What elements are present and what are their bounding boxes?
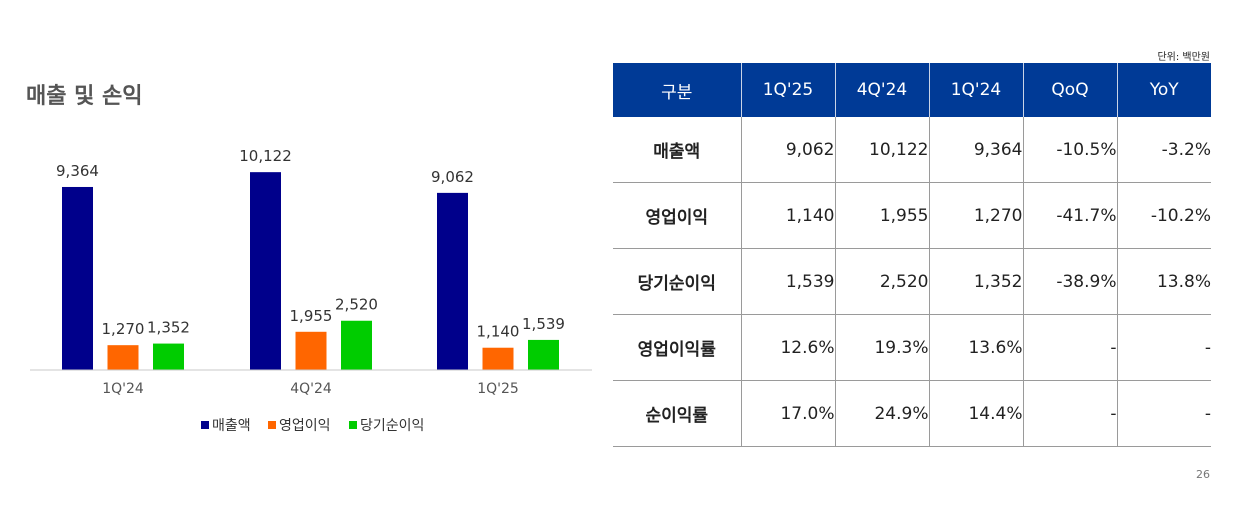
table-cell: -10.2% [1117, 182, 1211, 249]
table-cell: 13.8% [1117, 248, 1211, 315]
financial-summary-table: 구분 1Q'25 4Q'24 1Q'24 QoQ YoY 매출액 9,062 1… [613, 63, 1211, 447]
legend-label: 당기순이익 [360, 418, 424, 434]
bar [295, 331, 327, 370]
table-cell: 1,955 [835, 182, 930, 249]
table-header-cell: 1Q'24 [929, 63, 1024, 117]
table-cell: -38.9% [1023, 248, 1118, 315]
table-cell: 19.3% [835, 314, 930, 381]
row-label: 순이익률 [613, 380, 742, 447]
table-cell: - [1117, 314, 1211, 381]
table-cell: 17.0% [741, 380, 836, 447]
table-cell: -10.5% [1023, 117, 1118, 183]
bar [437, 192, 468, 370]
x-tick-label: 1Q'24 [102, 381, 144, 397]
table-header-cell: YoY [1117, 63, 1211, 117]
table-cell: 2,520 [835, 248, 930, 315]
data-label: 9,364 [56, 162, 99, 180]
row-label: 영업이익률 [613, 314, 742, 381]
unit-label: 단위: 백만원 [1157, 52, 1210, 63]
table-row: 당기순이익 1,539 2,520 1,352 -38.9% 13.8% [613, 248, 1211, 315]
table-header-cell: 4Q'24 [835, 63, 930, 117]
data-label: 1,270 [102, 320, 145, 338]
x-tick-label: 4Q'24 [290, 381, 332, 397]
bar [153, 343, 184, 370]
bar [62, 186, 93, 370]
table-row: 순이익률 17.0% 24.9% 14.4% - - [613, 380, 1211, 447]
bar [250, 172, 281, 370]
data-label: 1,140 [477, 323, 520, 341]
table-cell: -41.7% [1023, 182, 1118, 249]
bar [341, 320, 372, 370]
legend-swatch [349, 421, 357, 429]
bar [528, 339, 559, 370]
legend-swatch [268, 421, 276, 429]
bar [107, 345, 139, 370]
data-label: 2,520 [335, 296, 378, 314]
table-cell: 12.6% [741, 314, 836, 381]
table-cell: - [1023, 314, 1118, 381]
row-label: 영업이익 [613, 182, 742, 249]
table-row: 영업이익 1,140 1,955 1,270 -41.7% -10.2% [613, 182, 1211, 249]
table-cell: 13.6% [929, 314, 1024, 381]
table-row: 영업이익률 12.6% 19.3% 13.6% - - [613, 314, 1211, 381]
table-cell: 10,122 [835, 117, 930, 183]
table-cell: - [1023, 380, 1118, 447]
table-cell: 9,062 [741, 117, 836, 183]
table-cell: 1,140 [741, 182, 836, 249]
table-cell: - [1117, 380, 1211, 447]
x-tick-label: 1Q'25 [477, 381, 519, 397]
table-header-cell: 구분 [613, 63, 742, 117]
table-header-cell: QoQ [1023, 63, 1118, 117]
table-header-row: 구분 1Q'25 4Q'24 1Q'24 QoQ YoY [613, 63, 1211, 117]
row-label: 당기순이익 [613, 248, 742, 315]
table-cell: 1,270 [929, 182, 1024, 249]
table-row: 매출액 9,062 10,122 9,364 -10.5% -3.2% [613, 117, 1211, 183]
data-label: 1,352 [147, 319, 190, 337]
data-label: 1,539 [522, 315, 565, 333]
table-cell: 1,352 [929, 248, 1024, 315]
table-cell: 1,539 [741, 248, 836, 315]
page-number: 26 [1196, 468, 1210, 481]
row-label: 매출액 [613, 117, 742, 183]
data-label: 1,955 [290, 307, 333, 325]
section-title: 매출 및 손익 [26, 84, 143, 109]
table-cell: 9,364 [929, 117, 1024, 183]
legend-label: 매출액 [212, 418, 251, 434]
table-cell: 24.9% [835, 380, 930, 447]
legend-swatch [201, 421, 209, 429]
table-cell: 14.4% [929, 380, 1024, 447]
data-label: 10,122 [239, 147, 292, 165]
legend-label: 영업이익 [279, 418, 331, 434]
table-cell: -3.2% [1117, 117, 1211, 183]
bar [482, 347, 514, 370]
table-header-cell: 1Q'25 [741, 63, 836, 117]
data-label: 9,062 [431, 168, 474, 186]
